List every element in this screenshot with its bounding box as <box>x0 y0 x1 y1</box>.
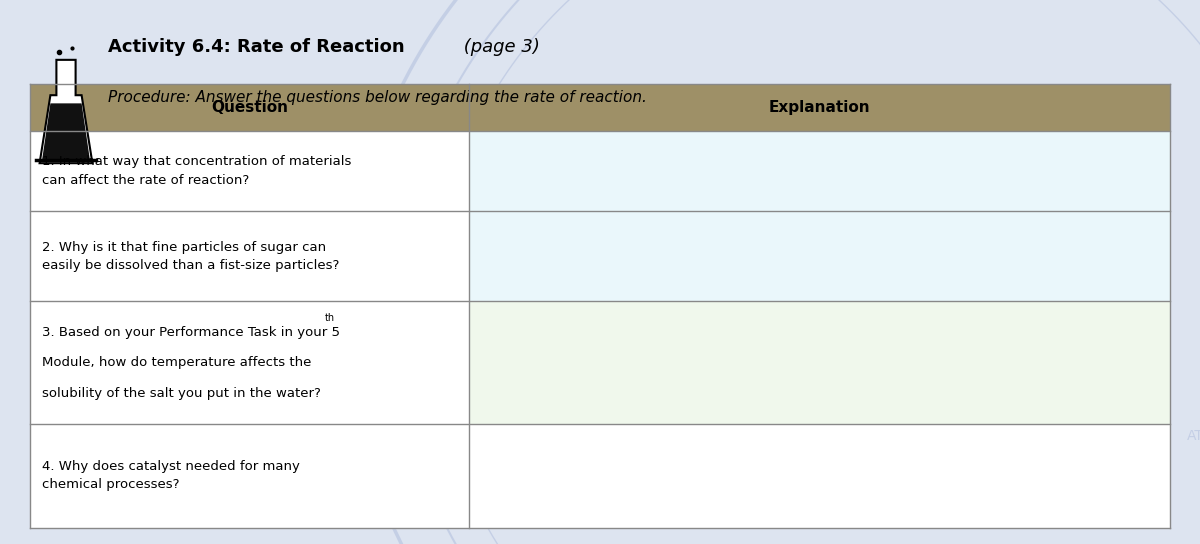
Ellipse shape <box>734 263 874 320</box>
Text: Explanation: Explanation <box>769 100 870 115</box>
Text: Activity 6.4: Rate of Reaction: Activity 6.4: Rate of Reaction <box>108 38 404 56</box>
Text: Question: Question <box>211 100 288 115</box>
FancyBboxPatch shape <box>30 131 469 212</box>
FancyBboxPatch shape <box>469 301 1170 424</box>
Text: Procedure: Answer the questions below regarding the rate of reaction.: Procedure: Answer the questions below re… <box>108 90 647 105</box>
Text: ATA: ATA <box>1187 429 1200 442</box>
Text: (page 3): (page 3) <box>458 38 540 56</box>
Text: HEART: HEART <box>605 88 691 112</box>
FancyBboxPatch shape <box>469 424 1170 528</box>
Text: 1. In what way that concentration of materials
can affect the rate of reaction?: 1. In what way that concentration of mat… <box>42 155 352 187</box>
Text: 3. Based on your Performance Task in your 5: 3. Based on your Performance Task in you… <box>42 325 340 338</box>
Polygon shape <box>40 60 92 163</box>
Text: ND: ND <box>431 246 457 264</box>
Text: FREAD: FREAD <box>784 249 824 262</box>
Polygon shape <box>42 103 90 160</box>
Text: th: th <box>325 313 335 323</box>
Text: Module, how do temperature affects the: Module, how do temperature affects the <box>42 356 311 369</box>
Text: 4. Why does catalyst needed for many
chemical processes?: 4. Why does catalyst needed for many che… <box>42 460 300 491</box>
FancyBboxPatch shape <box>469 131 1170 212</box>
FancyBboxPatch shape <box>30 424 469 528</box>
Ellipse shape <box>732 264 876 319</box>
Text: solubility of the salt you put in the water?: solubility of the salt you put in the wa… <box>42 387 320 400</box>
FancyBboxPatch shape <box>30 212 469 301</box>
FancyBboxPatch shape <box>469 212 1170 301</box>
FancyBboxPatch shape <box>30 301 469 424</box>
FancyBboxPatch shape <box>30 84 1170 131</box>
Text: 2. Why is it that fine particles of sugar can
easily be dissolved than a fist-si: 2. Why is it that fine particles of suga… <box>42 240 340 272</box>
Ellipse shape <box>734 263 874 320</box>
Text: HEAD: HEAD <box>647 484 721 508</box>
Text: G: G <box>1072 90 1088 109</box>
Text: BETTER: BETTER <box>540 333 588 346</box>
